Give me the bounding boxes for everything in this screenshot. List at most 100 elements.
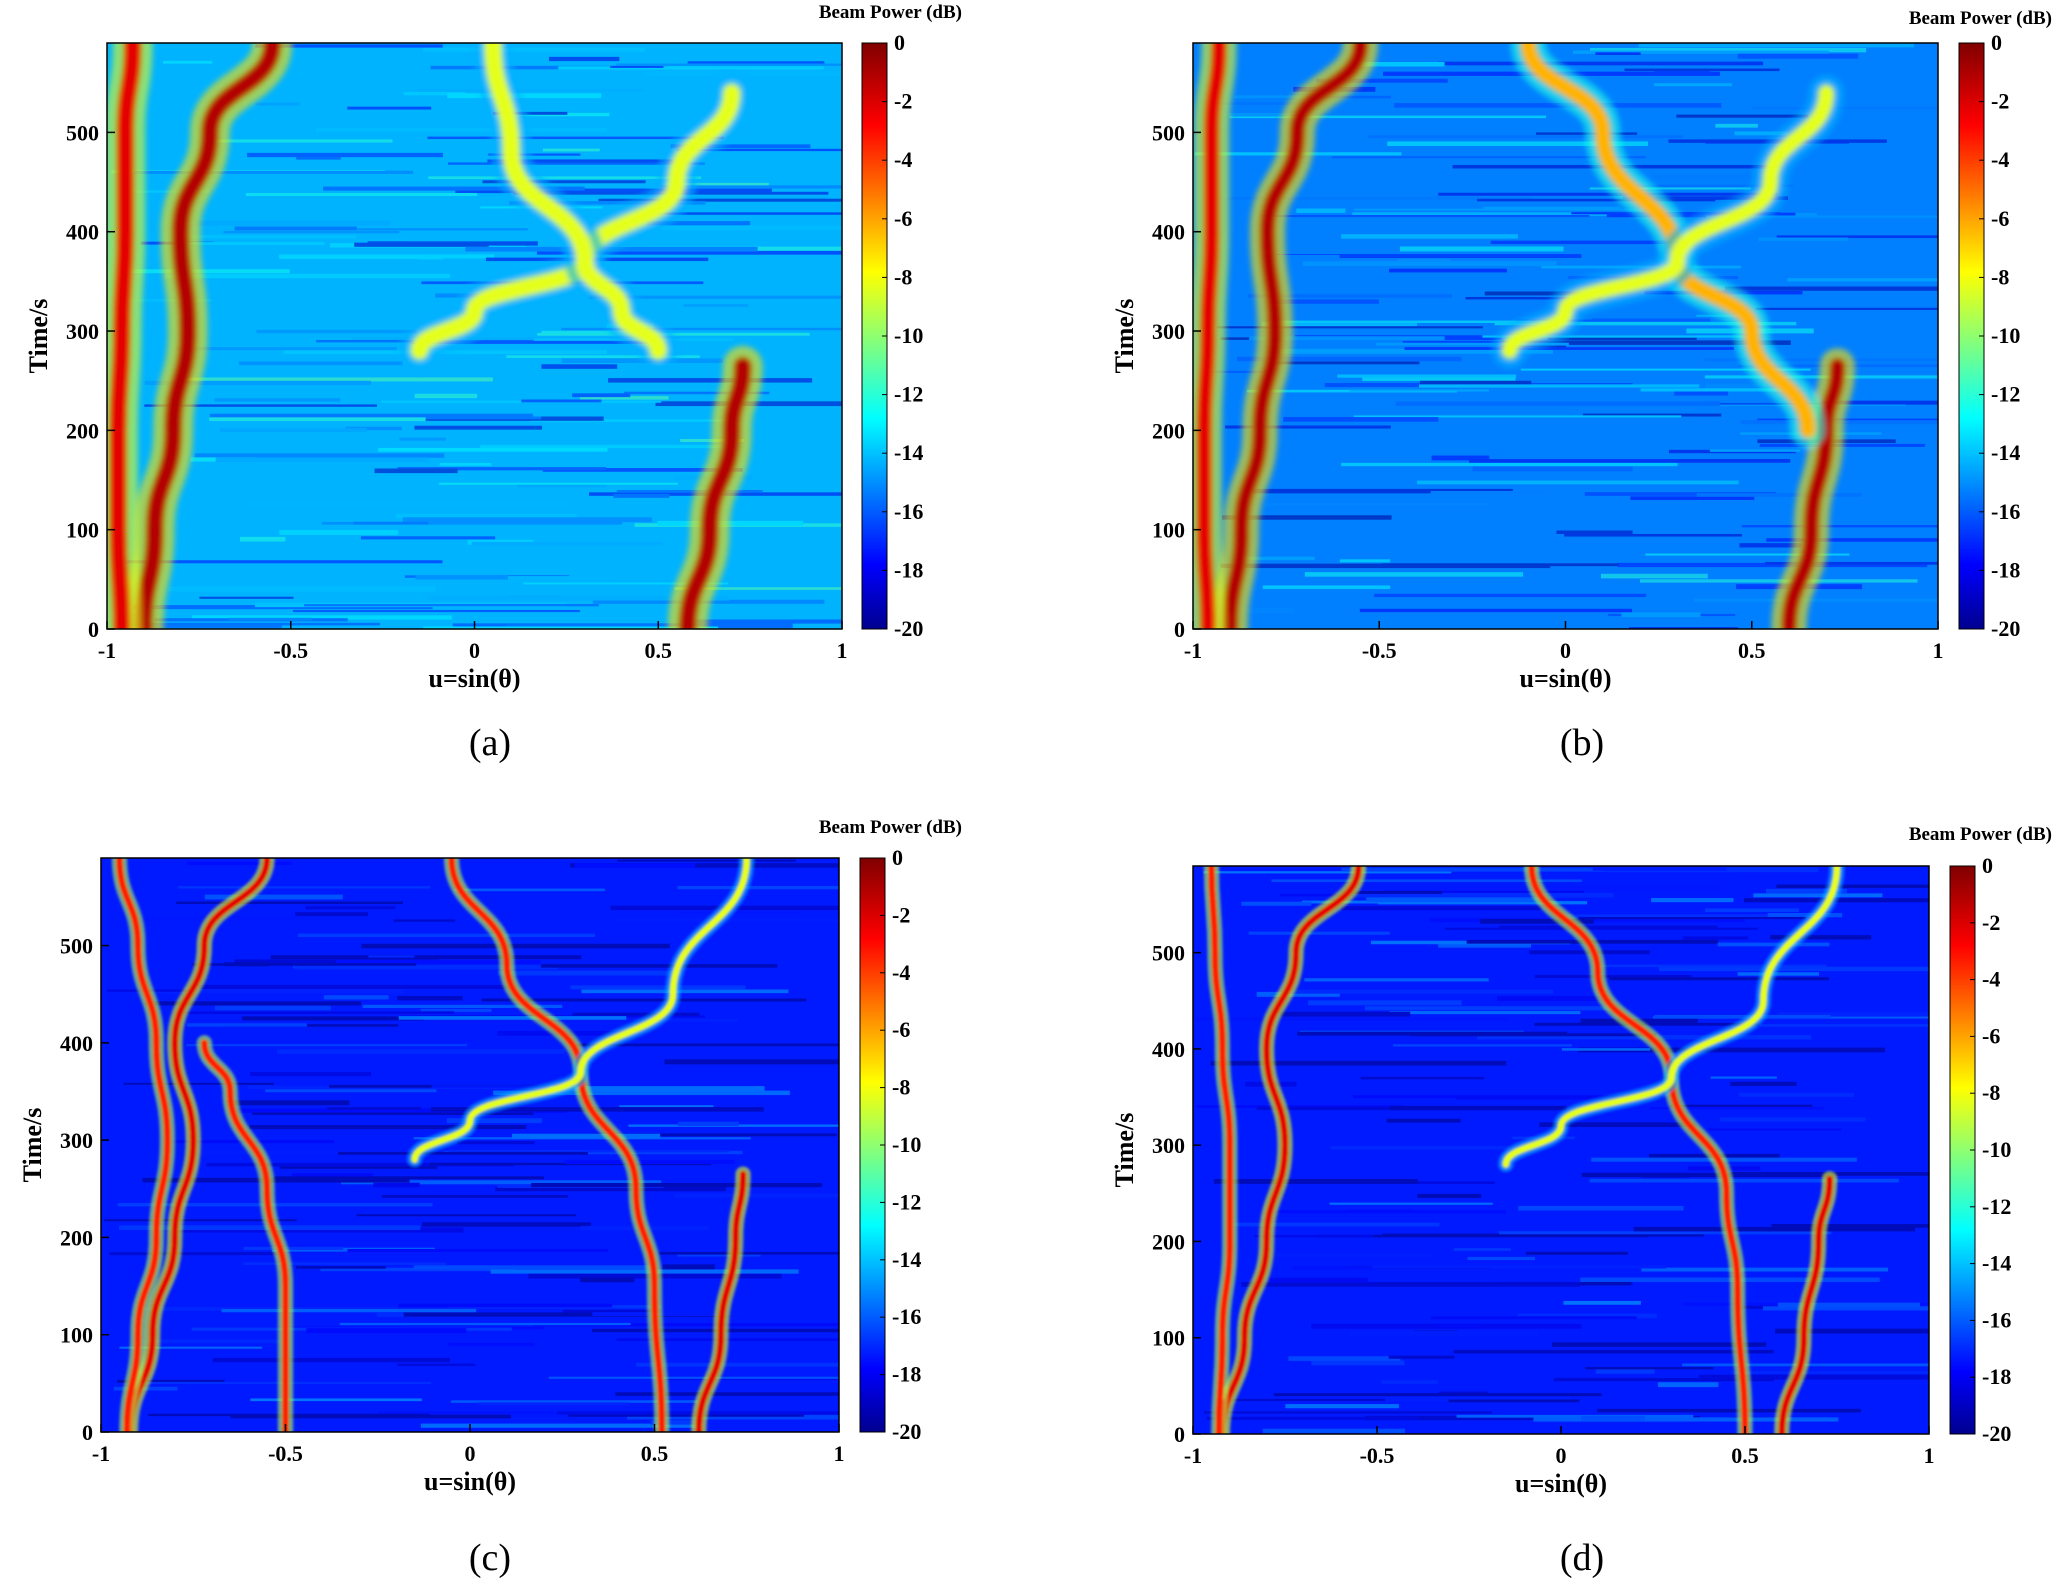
noise-streak xyxy=(617,859,796,862)
noise-streak xyxy=(1399,246,1564,252)
noise-streak xyxy=(209,413,534,419)
noise-streak xyxy=(671,1054,839,1058)
colorbar-tick-label: 0 xyxy=(1991,30,2002,55)
colorbar-tick-label: -8 xyxy=(1991,264,2009,289)
noise-streak xyxy=(419,255,467,260)
noise-streak xyxy=(676,148,842,152)
noise-streak xyxy=(196,1151,445,1155)
noise-streak xyxy=(628,1124,839,1127)
noise-streak xyxy=(1216,326,1483,329)
noise-streak xyxy=(608,378,813,383)
noise-streak xyxy=(1597,1408,1861,1413)
noise-streak xyxy=(212,1357,451,1363)
noise-streak xyxy=(540,964,778,968)
noise-streak xyxy=(1633,184,1793,188)
colorbar-tick-label: -4 xyxy=(894,147,912,172)
noise-streak xyxy=(248,1125,527,1130)
noise-streak xyxy=(279,530,399,535)
noise-streak xyxy=(1384,890,1585,895)
noise-streak xyxy=(292,609,581,613)
noise-streak xyxy=(1774,363,1938,366)
colorbar-tick-label: -16 xyxy=(1982,1307,2011,1332)
noise-streak xyxy=(1241,901,1312,906)
noise-streak xyxy=(1378,901,1588,905)
noise-streak xyxy=(1717,942,1830,947)
noise-streak xyxy=(1262,585,1391,590)
track-3 xyxy=(1781,357,1846,629)
noise-streak xyxy=(1274,254,1582,259)
noise-streak xyxy=(594,1133,837,1137)
colorbar-title: Beam Power (dB) xyxy=(819,817,962,838)
track-2 xyxy=(1207,866,1234,1434)
noise-streak xyxy=(204,894,343,900)
noise-streak xyxy=(1709,449,1801,452)
noise-streak xyxy=(1539,1122,1696,1128)
colorbar-tick-label: -6 xyxy=(894,206,912,231)
noise-streak xyxy=(1590,522,1672,527)
noise-streak xyxy=(1296,208,1346,213)
noise-streak xyxy=(1480,918,1594,924)
noise-streak xyxy=(423,47,645,52)
noise-streak xyxy=(1787,278,1938,282)
x-tick-label: 0.5 xyxy=(645,638,673,663)
noise-streak xyxy=(1752,106,1938,110)
noise-streak xyxy=(255,102,300,106)
y-tick-label: 300 xyxy=(60,1128,93,1153)
noise-streak xyxy=(206,1162,514,1167)
noise-streak xyxy=(398,1016,627,1020)
noise-streak xyxy=(674,1193,839,1198)
noise-streak xyxy=(1206,1416,1419,1420)
noise-streak xyxy=(396,513,577,519)
track-2 xyxy=(115,858,171,1432)
colorbar-tick-label: -14 xyxy=(1982,1251,2011,1276)
noise-streak xyxy=(1339,559,1391,563)
colorbar: 0 -2 -4 -6 -8 -10 -12 -14 -16 -18 -20 Beam Power (d… xyxy=(819,817,962,1444)
colorbar: 0 -2 -4 -6 -8 -10 -12 -14 -16 -18 -20 Beam Power (d… xyxy=(1909,824,2052,1446)
noise-streak xyxy=(447,93,602,99)
noise-streak xyxy=(662,1264,715,1270)
noise-streak xyxy=(186,1044,468,1047)
y-axis-label: Time/s xyxy=(1110,299,1139,374)
noise-streak xyxy=(1419,380,1532,385)
noise-streak xyxy=(209,417,426,422)
noise-streak xyxy=(181,1011,454,1015)
noise-streak xyxy=(347,1248,609,1252)
noise-streak xyxy=(133,622,380,626)
y-tick-label: 200 xyxy=(1152,418,1185,443)
noise-streak xyxy=(1262,1428,1405,1434)
noise-streak xyxy=(1641,1267,1889,1272)
colorbar-tick-label: -18 xyxy=(892,1362,921,1387)
noise-streak xyxy=(1393,1044,1572,1047)
noise-streak xyxy=(256,329,418,334)
noise-streak xyxy=(687,61,825,65)
noise-streak xyxy=(1365,1415,1700,1421)
noise-streak xyxy=(1696,493,1862,497)
noise-streak xyxy=(679,911,798,915)
noise-streak xyxy=(1203,871,1452,874)
colorbar-tick-label: -18 xyxy=(1982,1364,2011,1389)
noise-streak xyxy=(1563,1300,1641,1305)
noise-streak xyxy=(427,596,730,601)
noise-streak xyxy=(381,1195,568,1198)
noise-streak xyxy=(226,1100,350,1106)
colorbar-tick-label: -8 xyxy=(894,264,912,289)
noise-streak xyxy=(591,1328,839,1333)
noise-streak xyxy=(1736,871,1822,876)
noise-streak xyxy=(1444,927,1758,930)
noise-streak xyxy=(562,1309,660,1314)
noise-streak xyxy=(305,906,396,910)
noise-streak xyxy=(1767,913,1843,918)
track-3 xyxy=(1778,1175,1834,1434)
noise-streak xyxy=(270,955,582,960)
noise-streak xyxy=(1633,1226,1916,1232)
noise-streak xyxy=(402,517,653,523)
noise-streak xyxy=(239,361,403,366)
noise-streak xyxy=(1775,1328,1929,1334)
x-axis-label: u=sin(θ) xyxy=(429,664,521,693)
noise-streak xyxy=(1547,335,1697,341)
noise-streak xyxy=(1349,1330,1540,1336)
noise-streak xyxy=(420,1008,492,1012)
noise-streak xyxy=(104,1219,297,1222)
noise-streak xyxy=(530,419,732,422)
y-tick-label: 0 xyxy=(82,1420,93,1445)
